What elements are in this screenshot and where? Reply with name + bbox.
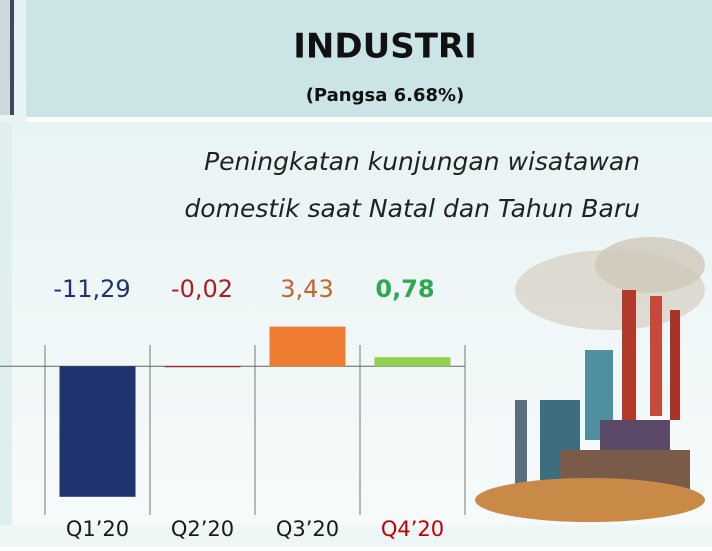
side-strip: [0, 0, 10, 115]
infographic: INDUSTRI (Pangsa 6.68%) Peningkatan kunj…: [0, 0, 712, 547]
side-panel: [0, 122, 12, 547]
value-label: -0,02: [171, 275, 233, 303]
side-edge: [10, 0, 14, 115]
x-tick-label: Q1’20: [66, 517, 129, 541]
value-label: 3,43: [280, 275, 333, 303]
header-divider: [26, 117, 712, 122]
bar: [375, 357, 451, 366]
bar: [270, 327, 346, 367]
x-tick-label: Q4’20: [381, 517, 444, 541]
value-label: -11,29: [53, 275, 130, 303]
x-tick-label: Q2’20: [171, 517, 234, 541]
subtitle: (Pangsa 6.68%): [306, 85, 465, 106]
x-tick-label: Q3’20: [276, 517, 339, 541]
title: INDUSTRI: [293, 27, 476, 67]
annotation: domestik saat Natal dan Tahun Baru: [184, 194, 640, 223]
bar: [60, 366, 136, 497]
annotation: Peningkatan kunjungan wisatawan: [204, 147, 640, 176]
value-label: 0,78: [375, 275, 434, 303]
bar: [165, 366, 241, 367]
